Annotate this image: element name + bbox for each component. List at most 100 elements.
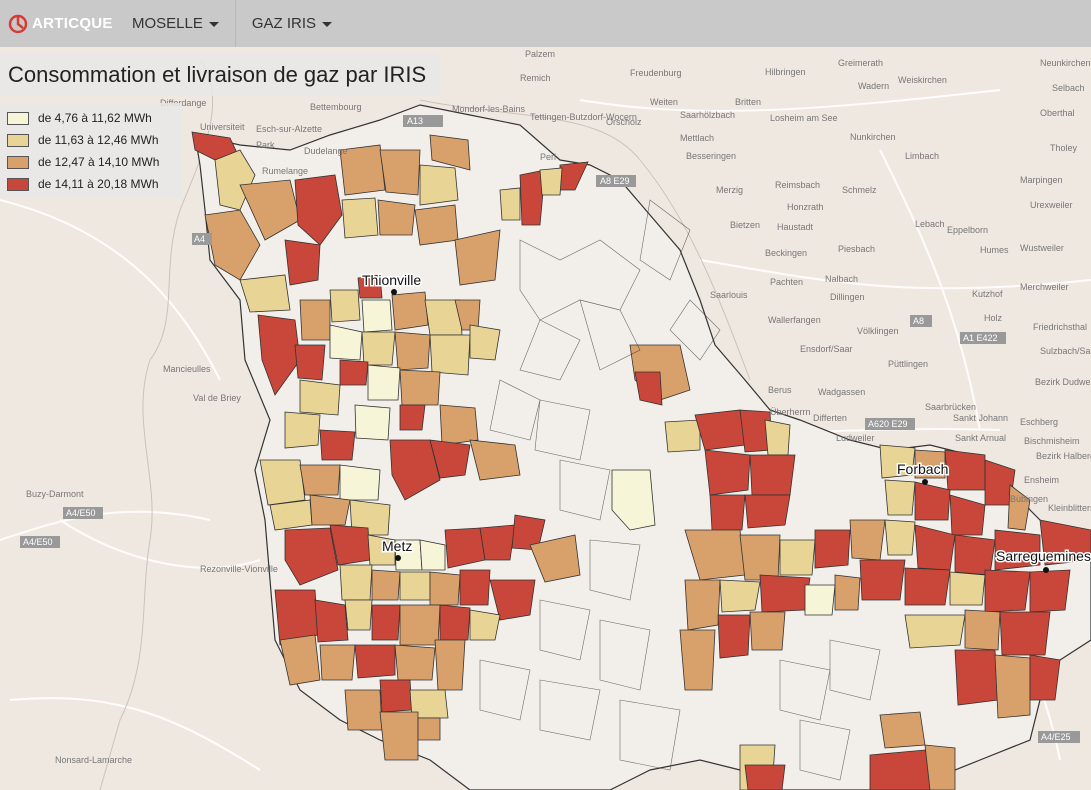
iris-area[interactable] [1039,519,1091,566]
iris-area[interactable] [849,519,886,561]
iris-area[interactable] [949,571,986,606]
iris-area[interactable] [709,494,746,531]
iris-area[interactable] [299,464,341,496]
iris-area[interactable] [339,144,386,196]
iris-area[interactable] [749,454,796,496]
iris-area[interactable] [419,164,459,206]
iris-area[interactable] [964,609,1001,651]
iris-area[interactable] [884,519,916,556]
iris-area[interactable] [884,479,916,516]
iris-area[interactable] [429,334,471,376]
iris-area[interactable] [684,579,721,631]
iris-area[interactable] [379,149,421,196]
iris-area[interactable] [904,567,951,606]
iris-area[interactable] [914,481,951,521]
iris-area[interactable] [299,379,341,416]
iris-area[interactable] [439,604,471,641]
iris-area[interactable] [389,439,441,501]
iris-area[interactable] [394,331,431,371]
iris-area[interactable] [344,689,383,731]
iris-area[interactable] [954,534,996,576]
iris-area[interactable] [994,529,1041,571]
iris-area[interactable] [704,449,751,496]
iris-area[interactable] [299,299,331,341]
iris-area[interactable] [719,579,761,613]
iris-area[interactable] [479,524,516,561]
iris-area[interactable] [611,469,656,531]
iris-area[interactable] [904,614,966,649]
iris-area[interactable] [434,639,466,691]
iris-area[interactable] [429,439,471,479]
iris-area[interactable] [417,717,441,741]
iris-area[interactable] [924,744,956,790]
iris-area[interactable] [744,764,786,790]
iris-area[interactable] [344,599,373,631]
iris-area[interactable] [329,324,363,361]
iris-area[interactable] [634,371,663,406]
iris-area[interactable] [469,324,501,361]
iris-area[interactable] [879,711,926,749]
iris-area[interactable] [294,344,326,381]
iris-area[interactable] [879,444,916,479]
iris-area[interactable] [349,499,391,536]
iris-area[interactable] [259,459,306,506]
iris-area[interactable] [1007,484,1031,531]
iris-area[interactable] [284,527,339,586]
iris-area[interactable] [454,229,501,286]
iris-area[interactable] [361,299,393,333]
iris-area[interactable] [314,599,349,643]
iris-area[interactable] [779,539,816,576]
iris-area[interactable] [1029,569,1071,613]
iris-area[interactable] [529,534,581,583]
iris-area[interactable] [429,571,461,606]
menu-gaz-iris[interactable]: GAZ IRIS [234,0,348,47]
iris-area[interactable] [394,644,436,681]
iris-area[interactable] [429,134,471,171]
iris-area[interactable] [269,499,313,531]
iris-area[interactable] [399,369,441,406]
iris-area[interactable] [539,167,563,196]
iris-area[interactable] [294,174,343,246]
iris-area[interactable] [869,749,941,790]
iris-area[interactable] [284,239,321,286]
iris-area[interactable] [284,411,321,449]
iris-area[interactable] [994,654,1031,719]
iris-area[interactable] [759,574,811,613]
iris-area[interactable] [239,274,291,313]
iris-area[interactable] [459,569,491,606]
app-logo[interactable]: ARTICQUE [0,14,116,34]
menu-moselle[interactable]: MOSELLE [116,0,235,47]
iris-area[interactable] [391,291,429,331]
iris-area[interactable] [371,569,401,601]
iris-area[interactable] [329,289,361,323]
iris-area[interactable] [439,404,479,446]
iris-area[interactable] [519,169,546,226]
iris-area[interactable] [499,187,521,221]
iris-area[interactable] [834,574,861,611]
iris-area[interactable] [999,611,1051,656]
iris-area[interactable] [377,199,416,236]
iris-area[interactable] [679,629,716,691]
iris-area[interactable] [399,404,426,431]
iris-area[interactable] [764,419,791,456]
iris-area[interactable] [367,534,396,566]
iris-area[interactable] [341,197,379,239]
iris-area[interactable] [319,429,356,461]
iris-area[interactable] [414,204,459,246]
iris-area[interactable] [354,404,391,441]
iris-area[interactable] [367,364,401,401]
iris-area[interactable] [339,359,369,386]
iris-area[interactable] [399,571,431,601]
iris-area[interactable] [984,569,1031,613]
iris-area[interactable] [409,689,449,719]
iris-area[interactable] [257,314,301,396]
iris-area[interactable] [357,274,383,299]
iris-area[interactable] [354,644,396,679]
iris-area[interactable] [1029,654,1061,701]
iris-area[interactable] [804,584,836,616]
iris-area[interactable] [749,611,786,651]
iris-area[interactable] [339,564,373,601]
iris-area[interactable] [944,449,986,491]
iris-area[interactable] [469,439,521,481]
